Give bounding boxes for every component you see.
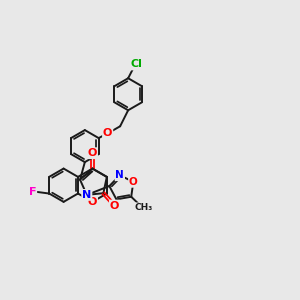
Text: O: O — [103, 128, 112, 138]
Text: N: N — [82, 190, 92, 200]
Text: N: N — [116, 170, 124, 180]
Text: O: O — [110, 200, 119, 211]
Text: O: O — [88, 197, 97, 207]
Text: CH₃: CH₃ — [134, 203, 153, 212]
Text: O: O — [88, 148, 97, 158]
Text: Cl: Cl — [130, 59, 142, 70]
Text: O: O — [129, 177, 138, 187]
Text: F: F — [29, 187, 36, 197]
